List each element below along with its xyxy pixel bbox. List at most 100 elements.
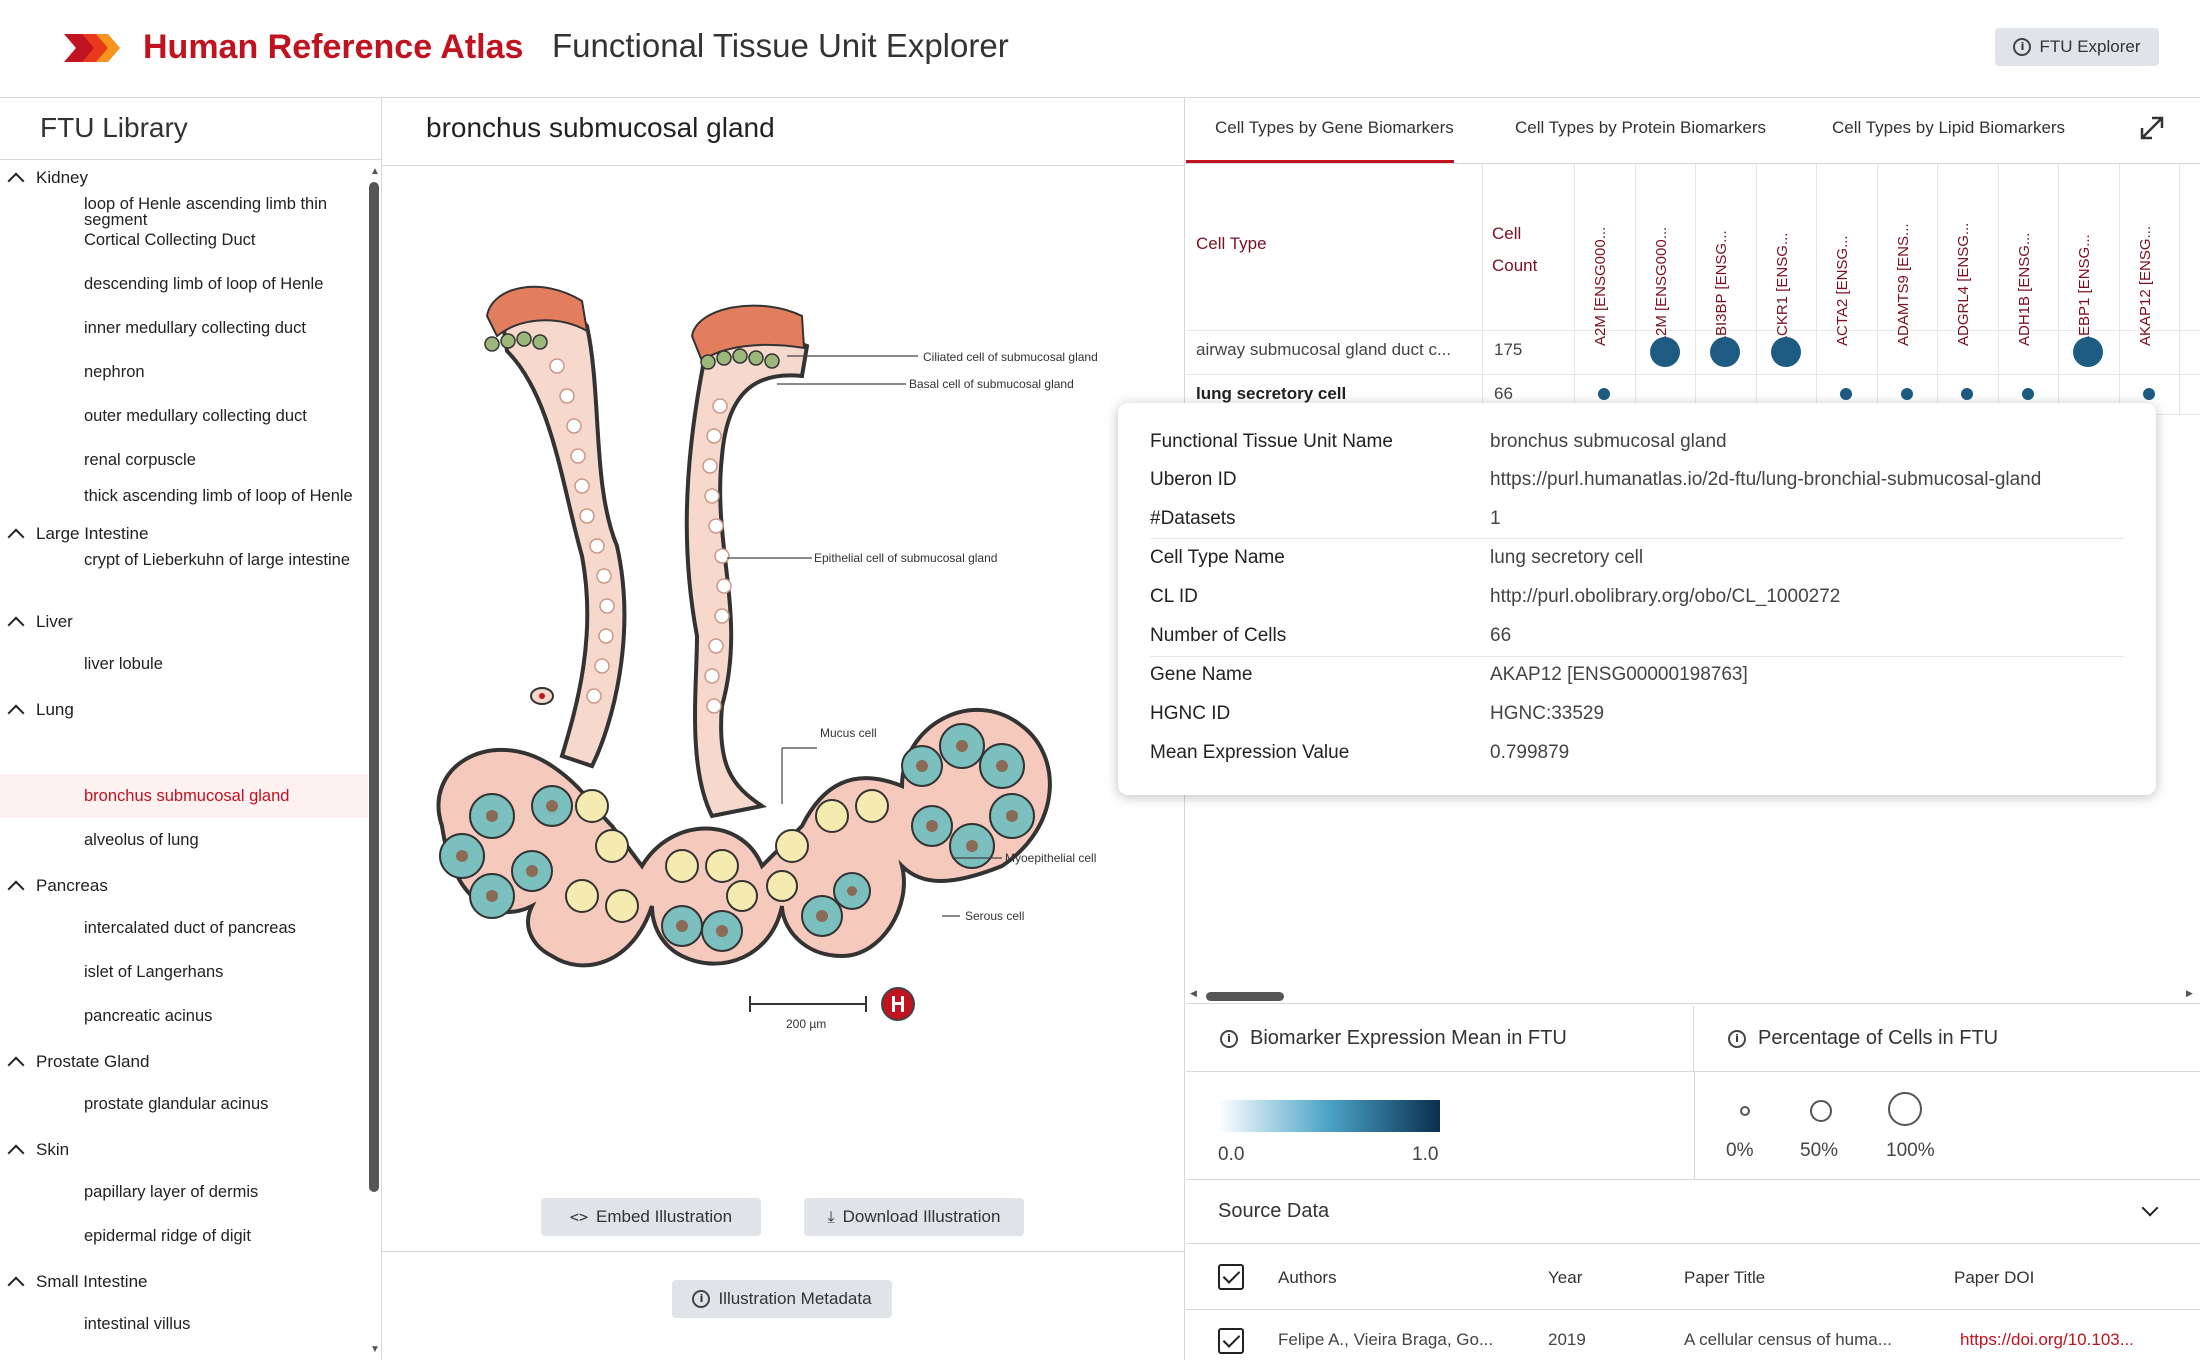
tooltip-value: 0.799879 [1490, 742, 1570, 763]
group-pancreas[interactable]: Pancreas [7, 876, 108, 898]
expression-dot[interactable] [1710, 337, 1741, 367]
library-item[interactable]: liver lobule [84, 655, 163, 673]
gene-column-header[interactable]: ACTA2 [ENSG... [1834, 235, 1851, 346]
tab-lipid-biomarkers[interactable]: Cell Types by Lipid Biomarkers [1832, 118, 2066, 137]
legend-panel: i Biomarker Expression Mean in FTU i Per… [1186, 1006, 2200, 1180]
download-illustration-button[interactable]: ⤓ Download Illustration [804, 1198, 1024, 1236]
gene-column-header[interactable]: ADH1B [ENSG... [2015, 232, 2033, 346]
illustration-metadata-button[interactable]: i Illustration Metadata [672, 1280, 892, 1318]
column-header-cell-count[interactable]: Cell Count [1492, 224, 1538, 275]
tab-gene-biomarkers[interactable]: Cell Types by Gene Biomarkers [1215, 118, 1454, 137]
column-year[interactable]: Year [1548, 1268, 1583, 1287]
scroll-down-arrow-icon[interactable]: ▼ [370, 1344, 380, 1355]
library-title: FTU Library [0, 98, 381, 160]
gene-column-header[interactable]: AKAP12 [ENSG... [2136, 225, 2154, 346]
column-paper-doi[interactable]: Paper DOI [1954, 1268, 2035, 1287]
horizontal-scroll-thumb[interactable] [1206, 992, 1284, 1001]
tooltip-value[interactable]: https://purl.humanatlas.io/2d-ftu/lung-b… [1490, 469, 2042, 490]
table-horizontal-scrollbar[interactable]: ◀ ▶ [1186, 988, 2200, 1004]
expression-dot[interactable] [1840, 388, 1853, 400]
column-header-cell-type[interactable]: Cell Type [1196, 234, 1267, 253]
library-item-selected[interactable]: bronchus submucosal gland [0, 774, 368, 818]
gene-column-header[interactable]: A2M [ENSG000... [1592, 226, 1609, 346]
percent-0-circle [1740, 1106, 1750, 1116]
library-item[interactable]: crypt of Lieberkuhn of large intestine [84, 551, 350, 569]
expression-legend-header[interactable]: i Biomarker Expression Mean in FTU [1186, 1006, 1694, 1072]
tooltip-value: bronchus submucosal gland [1490, 431, 1727, 452]
library-item[interactable]: papillary layer of dermis [84, 1183, 259, 1201]
tooltip-key: Cell Type Name [1150, 547, 1285, 568]
library-item[interactable]: nephron [84, 363, 145, 381]
tooltip-value: 66 [1490, 625, 1512, 646]
scroll-up-arrow-icon[interactable]: ▲ [370, 166, 380, 177]
chevron-down-icon[interactable] [2141, 1199, 2159, 1217]
group-kidney[interactable]: Kidney [7, 168, 88, 190]
select-all-checkbox[interactable] [1218, 1264, 1244, 1290]
fullscreen-expand-icon[interactable] [2138, 114, 2166, 142]
expression-dot[interactable] [1649, 337, 1680, 367]
group-lung[interactable]: Lung [7, 700, 74, 722]
tooltip-value[interactable]: http://purl.obolibrary.org/obo/CL_100027… [1490, 586, 1841, 607]
library-item[interactable]: prostate glandular acinus [84, 1095, 269, 1113]
library-item[interactable]: intercalated duct of pancreas [84, 919, 296, 937]
chevron-up-icon [7, 1276, 25, 1294]
scroll-right-arrow-icon[interactable]: ▶ [2186, 988, 2193, 998]
info-icon: i [692, 1290, 711, 1308]
expression-dot[interactable] [2073, 337, 2104, 367]
library-item[interactable]: intestinal villus [84, 1315, 191, 1333]
library-item[interactable]: pancreatic acinus [84, 1007, 213, 1025]
illustration-panel: bronchus submucosal gland [382, 98, 1185, 1360]
hra-logo[interactable] [64, 28, 122, 68]
ftu-explorer-label: FTU Explorer [2039, 37, 2141, 56]
group-skin[interactable]: Skin [7, 1140, 69, 1162]
percent-label-50: 50% [1800, 1140, 1839, 1161]
chevron-up-icon [7, 1056, 25, 1074]
library-item[interactable]: loop of Henle ascending limb thin segmen… [84, 195, 328, 229]
library-item[interactable]: islet of Langerhans [84, 963, 224, 981]
brand-name[interactable]: Human Reference Atlas [143, 28, 524, 66]
group-prostate-gland[interactable]: Prostate Gland [7, 1052, 149, 1074]
gene-column-header[interactable]: ADGRL4 [ENSG... [1955, 222, 1972, 346]
percent-50-circle [1810, 1100, 1832, 1122]
percentage-legend-header[interactable]: i Percentage of Cells in FTU [1694, 1006, 2200, 1072]
row-celltype-lung-secretory[interactable]: lung secretory cell [1196, 384, 1347, 403]
column-authors[interactable]: Authors [1278, 1268, 1337, 1287]
gene-column-header[interactable]: ADAMTS9 [ENS... [1894, 223, 1912, 346]
library-item[interactable]: inner medullary collecting duct [84, 319, 306, 337]
embed-illustration-button[interactable]: <> Embed Illustration [541, 1198, 761, 1236]
library-scrollbar[interactable] [369, 182, 379, 1192]
library-item[interactable]: thick ascending limb of loop of Henle [84, 487, 353, 505]
group-liver[interactable]: Liver [7, 612, 73, 634]
info-icon: i [1728, 1029, 1746, 1048]
table-row[interactable]: Felipe A., Vieira Braga, Go... 2019 A ce… [1186, 1310, 2200, 1360]
group-small-intestine[interactable]: Small Intestine [7, 1272, 148, 1294]
library-item[interactable]: alveolus of lung [84, 831, 199, 849]
library-item[interactable]: renal corpuscle [84, 451, 196, 469]
column-paper-title[interactable]: Paper Title [1684, 1268, 1766, 1287]
expression-dot[interactable] [2021, 388, 2034, 400]
row-celltype-airway[interactable]: airway submucosal gland duct c... [1196, 340, 1452, 359]
library-item[interactable]: outer medullary collecting duct [84, 407, 307, 425]
expression-dot[interactable] [2142, 388, 2155, 400]
tab-protein-biomarkers[interactable]: Cell Types by Protein Biomarkers [1515, 118, 1767, 137]
tooltip-key: Mean Expression Value [1150, 742, 1350, 763]
expression-dot[interactable] [1900, 388, 1913, 400]
ftu-explorer-button[interactable]: i FTU Explorer [1995, 28, 2159, 66]
scale-bar-label: 200 µm [786, 1017, 826, 1031]
expression-dot[interactable] [1770, 337, 1801, 367]
expression-dot[interactable] [1598, 388, 1611, 400]
ftu-illustration[interactable]: Ciliated cell of submucosal gland Basal … [382, 166, 1184, 1252]
expression-dot[interactable] [1961, 388, 1974, 400]
info-icon: i [1220, 1029, 1238, 1048]
group-large-intestine[interactable]: Large Intestine [7, 524, 148, 546]
row-checkbox[interactable] [1218, 1328, 1244, 1354]
scroll-left-arrow-icon[interactable]: ◀ [1190, 988, 1197, 998]
library-item[interactable]: Cortical Collecting Duct [84, 231, 256, 249]
biomarker-tabs: Cell Types by Gene Biomarkers Cell Types… [1186, 98, 2200, 164]
library-item[interactable]: epidermal ridge of digit [84, 1227, 251, 1245]
library-item[interactable]: descending limb of loop of Henle [84, 275, 324, 293]
expression-min-label: 0.0 [1218, 1144, 1245, 1165]
source-data-header[interactable]: Source Data [1186, 1180, 2200, 1244]
tooltip-key: CL ID [1150, 586, 1198, 607]
row-paper-doi-link[interactable]: https://doi.org/10.103... [1960, 1330, 2134, 1349]
